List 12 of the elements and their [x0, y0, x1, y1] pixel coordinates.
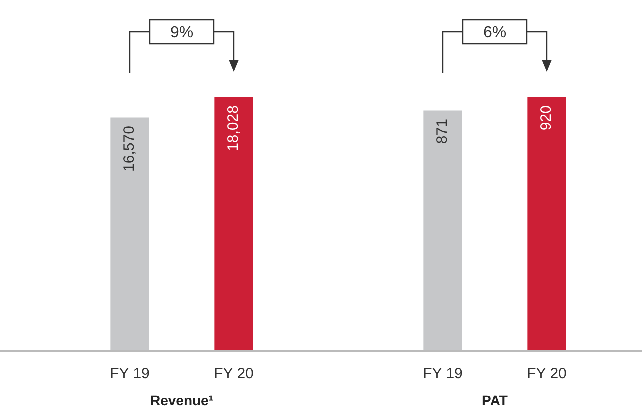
text: 6% — [483, 24, 507, 42]
text: 9% — [170, 24, 194, 42]
data-label: 16,570 — [121, 126, 138, 172]
data-label: 871 — [434, 119, 452, 144]
x-tick-label: FY 19 — [110, 365, 150, 382]
x-tick-label: FY 20 — [527, 365, 567, 382]
x-axis-title: Revenue¹ — [150, 392, 214, 408]
x-tick-label: FY 19 — [423, 365, 463, 382]
data-label: 18,028 — [225, 106, 242, 152]
data-label: 920 — [538, 106, 556, 131]
x-tick-label: FY 20 — [214, 365, 254, 382]
x-axis-title: PAT — [482, 392, 508, 408]
